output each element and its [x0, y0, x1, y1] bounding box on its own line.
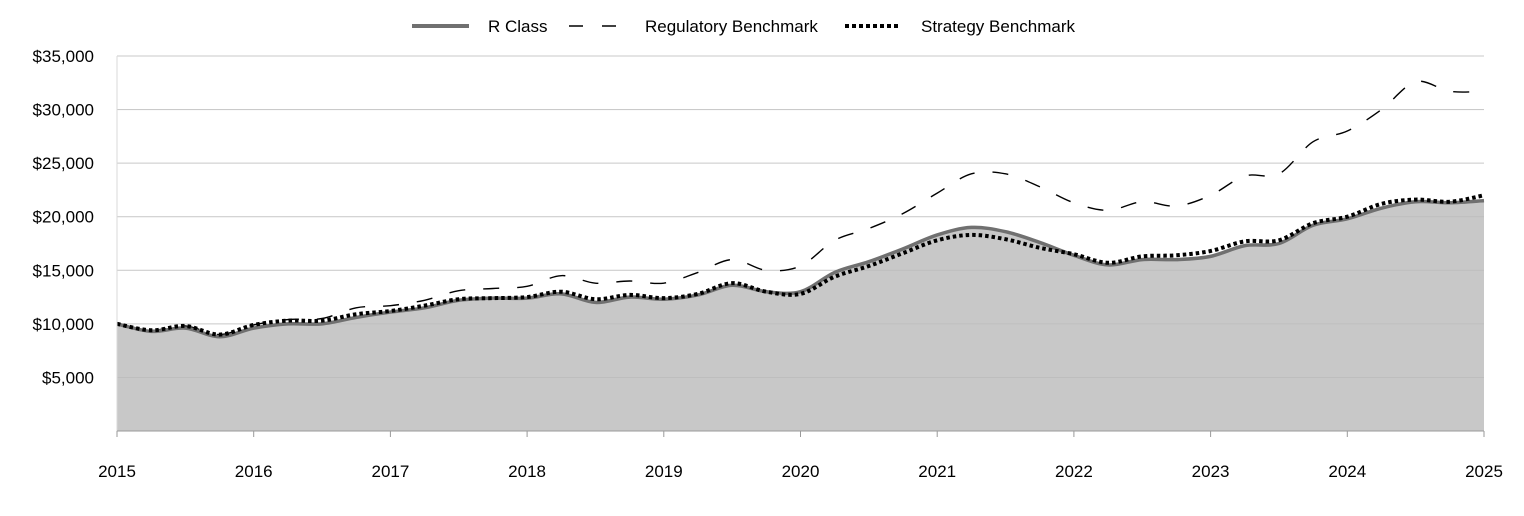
series-line-regulatory-benchmark — [116, 80, 1485, 336]
x-tick-label-2023: 2023 — [1192, 462, 1230, 481]
series-lines — [116, 80, 1485, 339]
x-tick-label-2017: 2017 — [371, 462, 409, 481]
legend: R Class Regulatory Benchmark Strategy Be… — [412, 17, 1076, 36]
x-tick-label-2019: 2019 — [645, 462, 683, 481]
x-tick-label-2024: 2024 — [1328, 462, 1366, 481]
area-fill-r-class — [117, 200, 1484, 431]
x-tick-label-2015: 2015 — [98, 462, 136, 481]
x-tick-label-2016: 2016 — [235, 462, 273, 481]
series-line-strategy-benchmark — [116, 193, 1485, 337]
y-tick-label-20000: $20,000 — [33, 208, 94, 227]
legend-label-r-class: R Class — [488, 17, 548, 36]
x-tick-label-2020: 2020 — [782, 462, 820, 481]
y-tick-label-5000: $5,000 — [42, 368, 94, 387]
legend-label-regulatory-benchmark: Regulatory Benchmark — [645, 17, 818, 36]
r-class-area — [117, 55, 1484, 431]
y-tick-label-15000: $15,000 — [33, 261, 94, 280]
y-tick-label-25000: $25,000 — [33, 154, 94, 173]
x-tick-label-2025: 2025 — [1465, 462, 1503, 481]
y-tick-label-10000: $10,000 — [33, 315, 94, 334]
x-tick-label-2021: 2021 — [918, 462, 956, 481]
series-line-r-class — [116, 198, 1485, 339]
x-tick-label-2022: 2022 — [1055, 462, 1093, 481]
x-tick-label-2018: 2018 — [508, 462, 546, 481]
legend-label-strategy-benchmark: Strategy Benchmark — [921, 17, 1076, 36]
y-tick-label-35000: $35,000 — [33, 47, 94, 66]
y-tick-label-30000: $30,000 — [33, 101, 94, 120]
axes: $5,000 $10,000 $15,000 $20,000 $25,000 $30,00… — [33, 47, 1503, 481]
